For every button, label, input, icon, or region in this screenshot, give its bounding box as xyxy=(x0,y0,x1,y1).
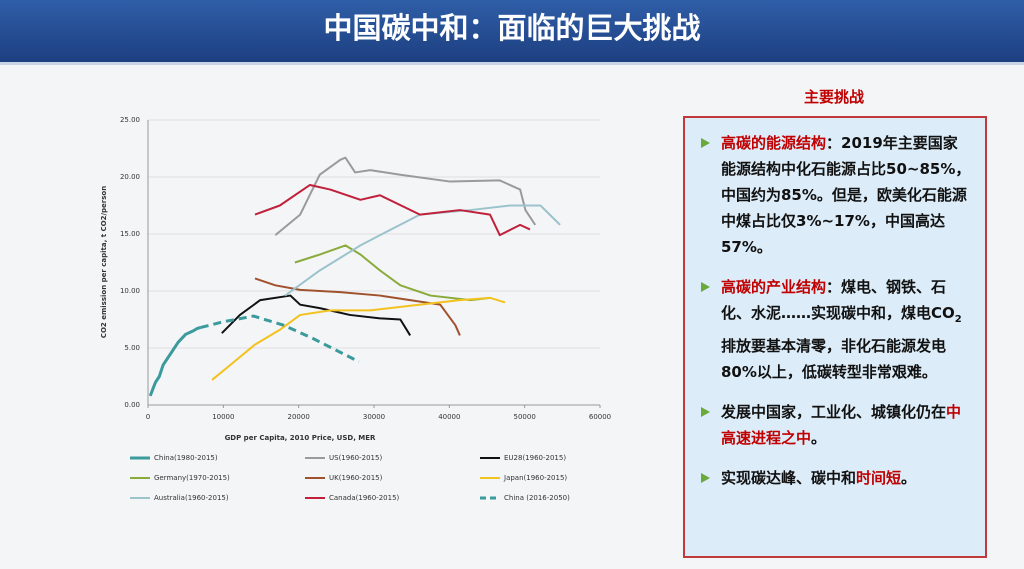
legend-label: Canada(1960-2015) xyxy=(329,494,400,502)
bullet-text: 发展中国家，工业化、城镇化仍在 xyxy=(721,403,947,421)
series-line xyxy=(284,204,561,297)
series-line xyxy=(211,296,506,381)
legend-label: EU28(1960-2015) xyxy=(504,454,566,462)
series-line xyxy=(294,244,491,302)
series-line xyxy=(221,294,412,336)
bullet-text: 高碳的产业结构 xyxy=(721,278,827,296)
y-tick-label: 0.00 xyxy=(124,401,140,409)
series-line xyxy=(200,314,360,364)
bullet-arrow xyxy=(701,138,710,148)
y-tick-label: 10.00 xyxy=(120,287,140,295)
x-tick-label: 0 xyxy=(146,413,150,421)
slide-title: 中国碳中和：面临的巨大挑战 xyxy=(0,0,1024,62)
series-line xyxy=(254,277,461,336)
y-tick-label: 25.00 xyxy=(120,116,140,124)
bullet-text: ：2019年主要国家能源结构中化石能源占比50~85%，中国约为85%。但是，欧… xyxy=(721,134,971,256)
bullet-text: ：煤电、钢铁、石化、水泥……实现碳中和，煤电CO xyxy=(721,278,955,322)
legend-label: China (2016-2050) xyxy=(504,494,570,502)
bullet-text: 排放要基本清零，非化石能源发电80%以上，低碳转型非常艰难。 xyxy=(721,337,947,381)
legend-label: UK(1960-2015) xyxy=(329,474,383,482)
bullet: 发展中国家，工业化、城镇化仍在中高速进程之中。 xyxy=(699,399,971,451)
bullet-text: 2 xyxy=(954,314,962,325)
bullet-text: 。 xyxy=(811,429,827,447)
x-tick-label: 50000 xyxy=(514,413,536,421)
bullet-arrow xyxy=(701,407,710,417)
bullet: 高碳的产业结构：煤电、钢铁、石化、水泥……实现碳中和，煤电CO2 排放要基本清零，… xyxy=(699,274,971,385)
y-axis-label: CO2 emission per capita, t CO2/person xyxy=(100,186,108,338)
panel: 高碳的能源结构：2019年主要国家能源结构中化石能源占比50~85%，中国约为8… xyxy=(683,116,987,558)
x-tick-label: 40000 xyxy=(438,413,460,421)
bullet-text: 高碳的能源结构 xyxy=(721,134,827,152)
y-tick-label: 15.00 xyxy=(120,230,140,238)
bullet-text: 时间短 xyxy=(856,469,902,487)
x-tick-label: 20000 xyxy=(288,413,310,421)
bullet-arrow xyxy=(701,473,710,483)
panel-title: 主要挑战 xyxy=(803,88,864,106)
series-line xyxy=(148,326,202,397)
y-tick-label: 5.00 xyxy=(124,344,140,352)
x-axis-label: GDP per Capita, 2010 Price, USD, MER xyxy=(225,434,376,442)
x-tick-label: 10000 xyxy=(212,413,234,421)
series-line xyxy=(254,183,531,237)
legend-label: Germany(1970-2015) xyxy=(154,474,230,482)
chart: GDP per Capita, 2010 Price, USD, MER CO2… xyxy=(100,116,611,502)
bullet-text: 中高速进程之中 xyxy=(721,403,962,447)
bullet: 高碳的能源结构：2019年主要国家能源结构中化石能源占比50~85%，中国约为8… xyxy=(699,130,971,260)
legend-label: US(1960-2015) xyxy=(329,454,382,462)
y-tick-label: 20.00 xyxy=(120,173,140,181)
legend-label: China(1980-2015) xyxy=(154,454,218,462)
legend-label: Japan(1960-2015) xyxy=(503,474,567,482)
series-line xyxy=(274,156,537,236)
header-rule xyxy=(0,62,1024,65)
legend-label: Australia(1960-2015) xyxy=(154,494,229,502)
x-tick-label: 60000 xyxy=(589,413,611,421)
bullet-text: 。 xyxy=(901,469,917,487)
bullet-arrow xyxy=(701,282,710,292)
bullet: 实现碳达峰、碳中和时间短。 xyxy=(699,465,971,491)
bullet-text: 实现碳达峰、碳中和 xyxy=(721,469,857,487)
x-tick-label: 30000 xyxy=(363,413,385,421)
